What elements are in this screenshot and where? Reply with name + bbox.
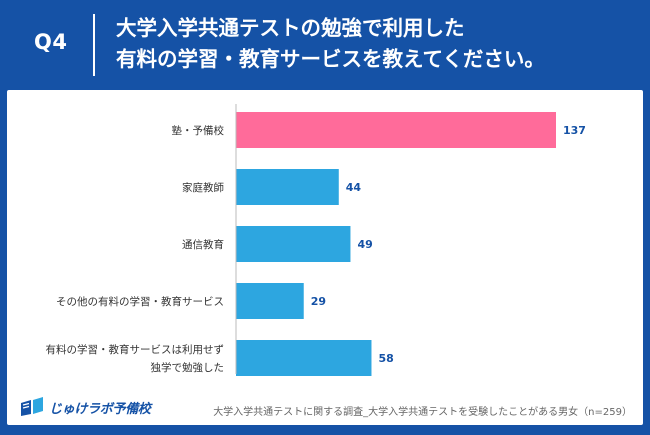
category-label-4-line-1: 独学で勉強した bbox=[151, 361, 225, 374]
category-label-0: 塾・予備校 bbox=[172, 124, 225, 137]
data-label-3: 29 bbox=[311, 295, 326, 308]
question-label: Q4 bbox=[34, 30, 68, 54]
data-label-2: 49 bbox=[357, 238, 372, 251]
data-label-1: 44 bbox=[346, 181, 362, 194]
data-label-0: 137 bbox=[563, 124, 586, 137]
question-title-line-2: 有料の学習・教育サービスを教えてください。 bbox=[116, 47, 545, 71]
bar-0 bbox=[236, 112, 556, 148]
question-title: 大学入学共通テストの勉強で利用した 有料の学習・教育サービスを教えてください。 bbox=[116, 13, 545, 75]
bar-1 bbox=[236, 169, 339, 205]
brand-logo-text: じゅけラボ予備校 bbox=[49, 401, 151, 417]
bar-chart: 137 塾・予備校 44 家庭教師 49 通信教育 29 その他の有料の学習・教育サービス 58… bbox=[46, 104, 586, 376]
survey-note: 大学入学共通テストに関する調査_大学入学共通テストを受験したことがある男女（n=… bbox=[213, 407, 632, 418]
category-label-2: 通信教育 bbox=[182, 238, 224, 251]
bar-4 bbox=[236, 340, 372, 376]
data-label-4: 58 bbox=[378, 352, 393, 365]
header-divider bbox=[93, 14, 95, 76]
book-logo-icon bbox=[21, 397, 43, 416]
category-label-3: その他の有料の学習・教育サービス bbox=[56, 295, 224, 308]
bar-2 bbox=[236, 226, 351, 262]
brand-logo: じゅけラボ予備校 bbox=[19, 397, 151, 417]
category-label-4-line-0: 有料の学習・教育サービスは利用せず bbox=[46, 343, 225, 356]
category-label-1: 家庭教師 bbox=[182, 181, 224, 194]
chart-card: 137 塾・予備校 44 家庭教師 49 通信教育 29 その他の有料の学習・教育サービス 58… bbox=[7, 90, 643, 425]
header: Q4 大学入学共通テストの勉強で利用した 有料の学習・教育サービスを教えてくださ… bbox=[0, 0, 650, 90]
bar-3 bbox=[236, 283, 304, 319]
question-title-line-1: 大学入学共通テストの勉強で利用した bbox=[116, 16, 465, 40]
